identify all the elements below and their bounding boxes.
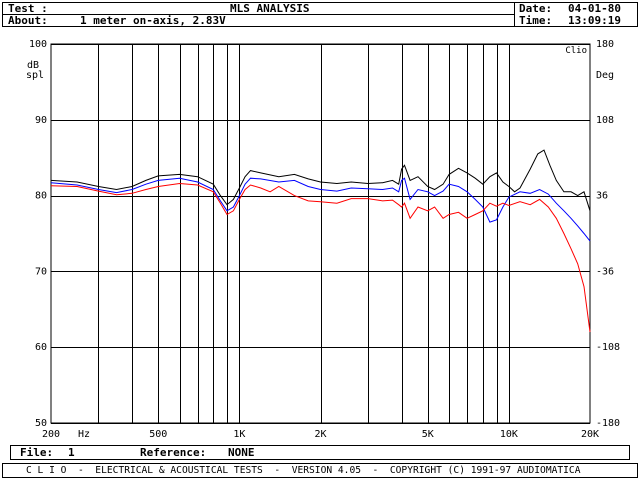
y2-tick-label: 108 [596,115,614,126]
y-axis-ref-label: spl [26,70,44,81]
reference-value: NONE [228,446,255,459]
y2-tick-label: 36 [596,191,608,202]
test-label: Test : [8,2,48,15]
series-line-1 [50,149,591,211]
y2-tick-label: 180 [596,39,614,50]
file-panel [10,445,630,460]
x-tick-label: 2K [314,429,326,440]
y-tick-label: 70 [35,266,47,277]
x-tick-label: 1K [233,429,245,440]
y2-tick-label: -180 [596,418,620,429]
time-value: 13:09:19 [568,14,621,27]
series-group [50,149,591,333]
y2-tick-label: -36 [596,266,614,277]
x-axis-unit-label: Hz [78,429,90,440]
about-value: 1 meter on-axis, 2.83V [80,14,226,27]
series-line-2 [50,177,591,242]
axis-labels: 50 60 70 80 90 100 -180 -108 -36 36 108 180 200 500 1K… [26,39,620,440]
about-label: About: [8,14,48,27]
y-tick-label: 50 [35,418,47,429]
reference-label: Reference: [140,446,207,459]
analysis-title: MLS ANALYSIS [230,2,310,15]
date-value: 04-01-80 [568,2,621,15]
x-tick-label: 500 [149,429,167,440]
time-label: Time: [519,14,553,27]
file-value: 1 [68,446,75,459]
y2-tick-label: -108 [596,342,620,353]
x-tick-label: 10K [500,429,518,440]
x-tick-label: 20K [581,429,599,440]
date-label: Date: [519,2,553,15]
banner-panel [2,463,638,478]
x-tick-label: 200 [42,429,60,440]
y-tick-label: 80 [35,191,47,202]
file-label: File: [20,446,54,459]
y2-axis-label: Deg [596,70,614,81]
grid [50,43,591,424]
y-tick-label: 90 [35,115,47,126]
header-hline [2,14,515,15]
brand-label: Clio [565,46,587,56]
series-line-3 [50,182,591,333]
y-tick-label: 60 [35,342,47,353]
y-tick-label: 100 [29,39,47,50]
x-tick-label: 5K [422,429,434,440]
y-axis-unit-label: dB [27,60,39,71]
copyright-banner: C L I O - ELECTRICAL & ACOUSTICAL TESTS … [26,465,581,476]
